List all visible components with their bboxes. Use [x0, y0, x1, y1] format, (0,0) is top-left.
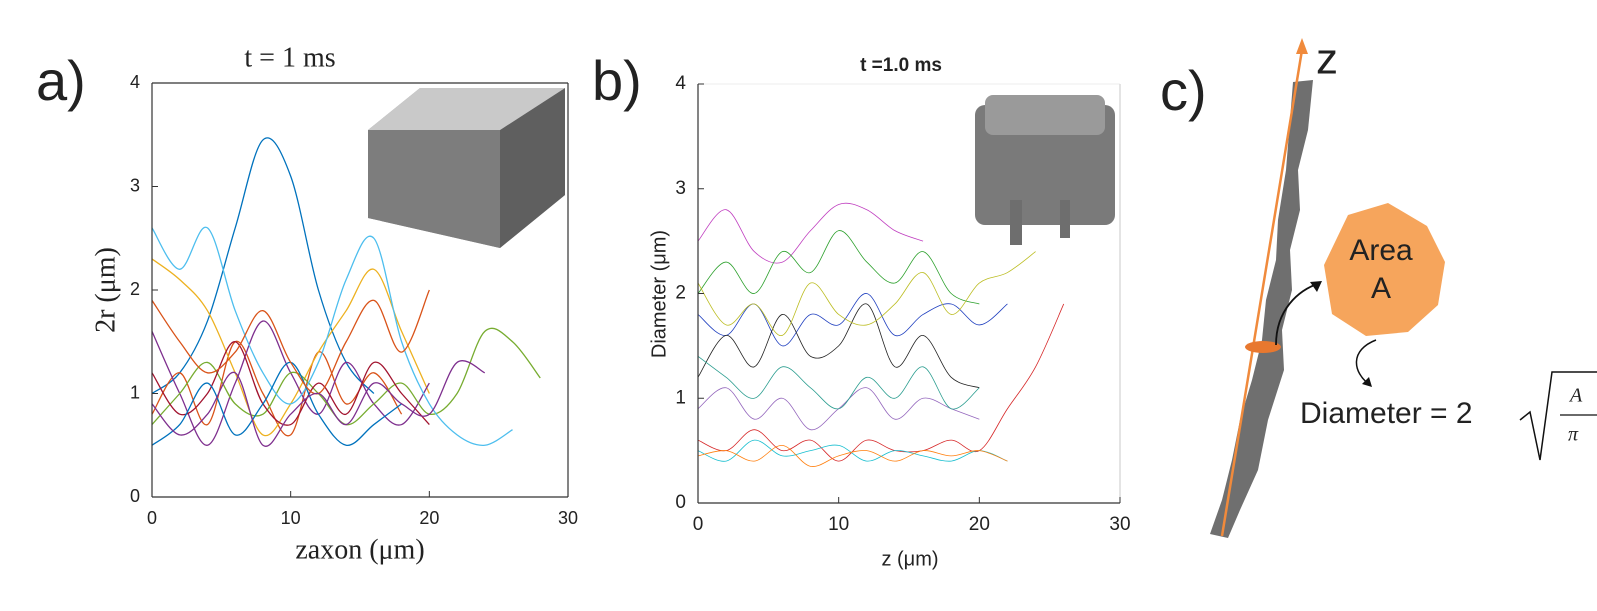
y-tick-label: 2: [130, 279, 140, 299]
data-line: [697, 444, 1008, 467]
y-tick-label: 0: [130, 486, 140, 506]
data-line: [697, 251, 1036, 336]
inset-tissue-block: [368, 88, 565, 248]
formula-denominator: π: [1568, 424, 1579, 446]
x-tick-label: 20: [419, 508, 439, 528]
y-tick-label: 3: [130, 175, 140, 195]
data-line: [151, 320, 430, 446]
data-line: [151, 360, 486, 447]
data-line: [151, 137, 375, 395]
y-tick-label: 1: [675, 387, 686, 408]
x-tick-label: 10: [828, 514, 849, 535]
x-tick-label: 0: [693, 514, 704, 535]
x-axis-label: z (μm): [881, 548, 938, 570]
x-tick-label: 10: [281, 508, 301, 528]
y-tick-label: 1: [130, 382, 140, 402]
y-tick-label: 2: [675, 283, 686, 304]
data-line: [151, 226, 513, 446]
area-label: A: [1371, 272, 1391, 305]
formula: Diameter = 2: [1300, 397, 1473, 430]
axis-label: z: [1316, 35, 1338, 84]
chart-title: t = 1 ms: [244, 42, 335, 73]
y-tick-label: 4: [675, 73, 686, 94]
y-axis-label: Diameter (μm): [648, 230, 670, 358]
x-axis-label: zaxon (μm): [295, 534, 424, 565]
x-tick-label: 30: [558, 508, 578, 528]
area-label: Area: [1349, 234, 1413, 267]
x-tick-label: 0: [147, 508, 157, 528]
data-line: [697, 303, 980, 389]
y-tick-label: 3: [675, 178, 686, 199]
axon-diagram: [1210, 38, 1445, 538]
data-line: [151, 289, 430, 395]
x-tick-label: 30: [1109, 514, 1130, 535]
data-line: [697, 439, 1008, 462]
data-line: [697, 230, 980, 305]
y-axis-label: 2r (μm): [90, 247, 121, 333]
data-line: [151, 341, 430, 426]
data-line: [697, 356, 980, 410]
panel-label: b): [592, 49, 642, 112]
x-tick-label: 20: [969, 514, 990, 535]
chart-title: t =1.0 ms: [860, 55, 942, 76]
data-line: [697, 202, 924, 264]
data-line: [697, 303, 1065, 462]
y-tick-label: 0: [675, 492, 686, 513]
sqrt-sign: [1519, 371, 1597, 461]
formula-numerator: A: [1568, 385, 1583, 407]
chart: 0 1 2 3 4 0 10 20 30 t =1.0 ms z (μm) Diameter (μm): [648, 55, 1130, 570]
inset-axon-bundle: [975, 95, 1115, 245]
chart: 0 1 2 3 4 0 10 20 30 t = 1 ms zaxon (μm) 2r (μm): [90, 42, 578, 565]
panel-label: a): [36, 49, 86, 112]
y-tick-label: 4: [130, 72, 140, 92]
data-line: [151, 361, 402, 446]
panel-label: c): [1160, 59, 1207, 122]
